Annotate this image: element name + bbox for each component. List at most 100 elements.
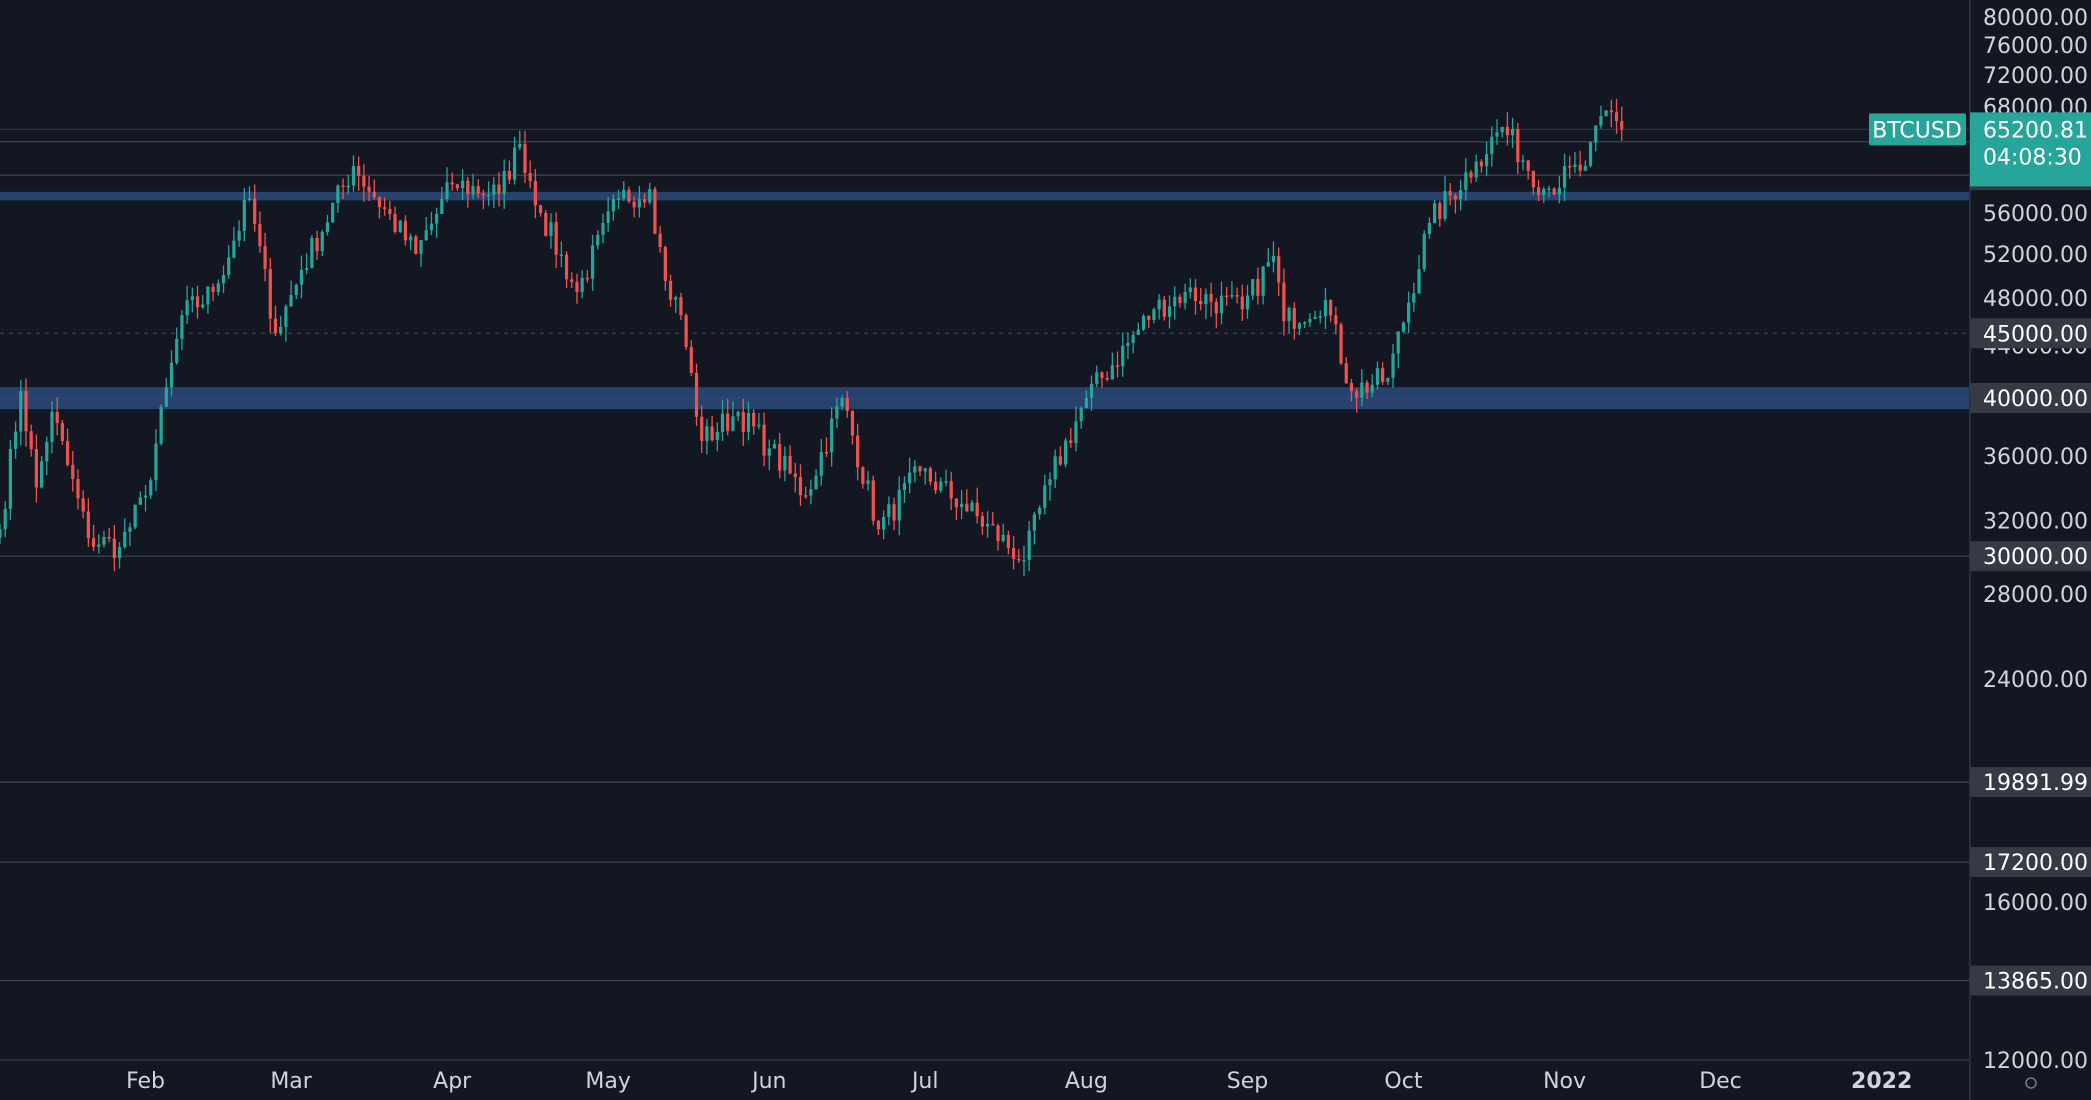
- candle-body: [445, 182, 449, 200]
- candle-body: [128, 527, 132, 532]
- candle: [861, 466, 865, 489]
- candle: [1433, 200, 1437, 224]
- candle-body: [538, 205, 543, 214]
- candle: [455, 183, 460, 191]
- candle-body: [1011, 547, 1016, 559]
- candle-body: [544, 213, 548, 237]
- level-tag-label: 45000.00: [1983, 322, 2088, 347]
- candle: [445, 167, 449, 203]
- candle: [1412, 282, 1416, 312]
- candle: [117, 541, 122, 569]
- candle: [1063, 437, 1068, 468]
- candle: [1136, 322, 1140, 335]
- candle-body: [1448, 190, 1452, 196]
- candle: [1230, 281, 1234, 299]
- candle: [1167, 295, 1172, 329]
- candle-body: [954, 498, 959, 508]
- candle: [383, 197, 387, 216]
- candle-body: [492, 184, 496, 195]
- candle-body: [1001, 535, 1005, 542]
- settings-icon[interactable]: [2025, 1077, 2037, 1089]
- time-axis-background[interactable]: [0, 1060, 1970, 1100]
- candle: [1349, 378, 1354, 402]
- candle-body: [720, 413, 725, 432]
- candle-body: [65, 441, 70, 465]
- candle-body: [336, 185, 340, 204]
- candle: [959, 489, 964, 520]
- candle-body: [1318, 316, 1322, 318]
- candle-body: [1131, 334, 1135, 343]
- candle-body: [1199, 301, 1203, 305]
- candle-body: [1193, 287, 1198, 302]
- candle-body: [663, 247, 667, 281]
- candle: [653, 186, 657, 235]
- candle-body: [1017, 558, 1021, 561]
- candle-body: [913, 466, 917, 473]
- candle-body: [965, 503, 969, 512]
- candle-body: [1251, 279, 1255, 296]
- candle-body: [315, 237, 319, 252]
- candle: [590, 234, 595, 291]
- candle-body: [1204, 293, 1208, 305]
- candle-body: [731, 416, 735, 431]
- candle-body: [1433, 203, 1437, 223]
- candle: [1542, 186, 1546, 203]
- candle: [341, 178, 345, 199]
- candle: [544, 210, 548, 237]
- candle-body: [980, 516, 985, 527]
- candle: [440, 186, 444, 215]
- candle-body: [29, 431, 33, 450]
- candle: [1266, 247, 1270, 267]
- candle: [1193, 279, 1198, 315]
- candle-body: [772, 444, 777, 449]
- candle-body: [305, 267, 309, 270]
- candle-body: [1214, 301, 1218, 314]
- candle: [195, 285, 200, 319]
- candle-body: [840, 398, 844, 407]
- candle: [1521, 154, 1525, 171]
- candle-body: [741, 411, 745, 432]
- candle: [0, 524, 2, 544]
- candle-body: [398, 220, 402, 232]
- candle-body: [1245, 295, 1250, 310]
- candle-body: [294, 284, 298, 295]
- candle-body: [601, 222, 605, 235]
- level-tag: [1970, 383, 2091, 414]
- candle-body: [715, 431, 719, 440]
- candle: [965, 489, 969, 513]
- candle-body: [1261, 266, 1265, 296]
- candle: [882, 510, 886, 540]
- price-tick-label: 80000.00: [1983, 6, 2088, 31]
- candle-body: [694, 372, 699, 417]
- candle: [1583, 160, 1587, 172]
- candle-body: [554, 222, 558, 255]
- candle-body: [383, 207, 387, 210]
- candle-body: [1162, 299, 1166, 317]
- candle: [1308, 313, 1312, 328]
- candle: [1271, 241, 1276, 273]
- candle-body: [585, 277, 589, 280]
- candle: [1375, 361, 1380, 390]
- candle-body: [1084, 398, 1088, 409]
- candle-body: [180, 315, 184, 339]
- candle-body: [1043, 485, 1047, 508]
- candle: [1334, 306, 1338, 335]
- candle: [258, 211, 262, 253]
- candle-body: [76, 479, 80, 499]
- candle: [1417, 254, 1421, 295]
- candle-body: [60, 423, 64, 442]
- candle: [1484, 141, 1489, 177]
- candle: [689, 340, 693, 377]
- candle-body: [1417, 269, 1421, 294]
- candle: [1037, 505, 1042, 520]
- candle-body: [1355, 391, 1359, 398]
- candle: [1588, 141, 1593, 168]
- candle: [169, 350, 174, 397]
- candle-body: [648, 189, 652, 203]
- candle-body: [455, 184, 460, 189]
- candle: [466, 176, 470, 208]
- candle-body: [876, 520, 881, 530]
- price-tick-label: 76000.00: [1983, 34, 2088, 59]
